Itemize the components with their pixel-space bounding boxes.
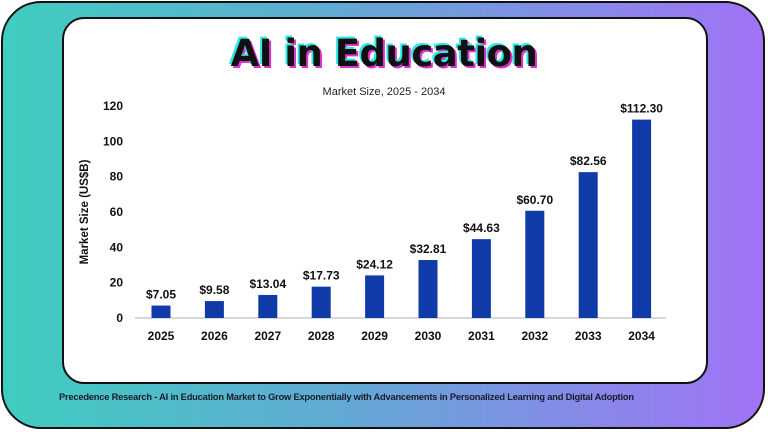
- data-label: $17.73: [303, 269, 340, 283]
- data-label: $32.81: [410, 242, 447, 256]
- x-tick-label: 2033: [575, 329, 602, 343]
- y-axis-label: Market Size (US$B): [79, 159, 91, 264]
- x-tick-label: 2032: [521, 329, 548, 343]
- y-tick-label: 120: [103, 99, 123, 113]
- bar-2027: [258, 294, 278, 318]
- data-label: $24.12: [356, 257, 393, 271]
- x-tick-label: 2029: [361, 329, 388, 343]
- bar-2030: [418, 260, 438, 318]
- data-label: $44.63: [463, 221, 500, 235]
- chart-card: [62, 17, 708, 384]
- bar-2029: [365, 275, 385, 318]
- y-tick-label: 60: [110, 205, 124, 219]
- bar-2026: [204, 301, 224, 318]
- bar-2034: [632, 119, 652, 318]
- data-label: $112.30: [620, 102, 663, 116]
- y-tick-label: 0: [116, 311, 123, 325]
- data-label: $82.56: [570, 154, 607, 168]
- x-tick-label: 2030: [415, 329, 442, 343]
- bar-2028: [311, 286, 331, 318]
- x-tick-label: 2031: [468, 329, 495, 343]
- data-label: $7.05: [146, 288, 176, 302]
- data-label: $9.58: [199, 283, 229, 297]
- bar-2025: [151, 305, 171, 318]
- bar-2033: [578, 172, 598, 318]
- data-label: $60.70: [516, 193, 553, 207]
- y-tick-label: 100: [103, 134, 123, 148]
- chart-title: AI in Education: [230, 32, 538, 75]
- y-tick-label: 40: [110, 240, 124, 254]
- x-tick-label: 2034: [628, 329, 655, 343]
- x-tick-label: 2027: [254, 329, 281, 343]
- bar-2031: [471, 239, 491, 318]
- x-tick-label: 2026: [201, 329, 228, 343]
- x-tick-label: 2025: [148, 329, 175, 343]
- chart-subtitle: Market Size, 2025 - 2034: [322, 86, 446, 98]
- y-tick-label: 20: [110, 276, 124, 290]
- data-label: $13.04: [249, 277, 286, 291]
- x-tick-label: 2028: [308, 329, 335, 343]
- y-tick-label: 80: [110, 170, 124, 184]
- footer-source: Precedence Research - AI in Education Ma…: [59, 392, 634, 402]
- bar-2032: [525, 210, 545, 318]
